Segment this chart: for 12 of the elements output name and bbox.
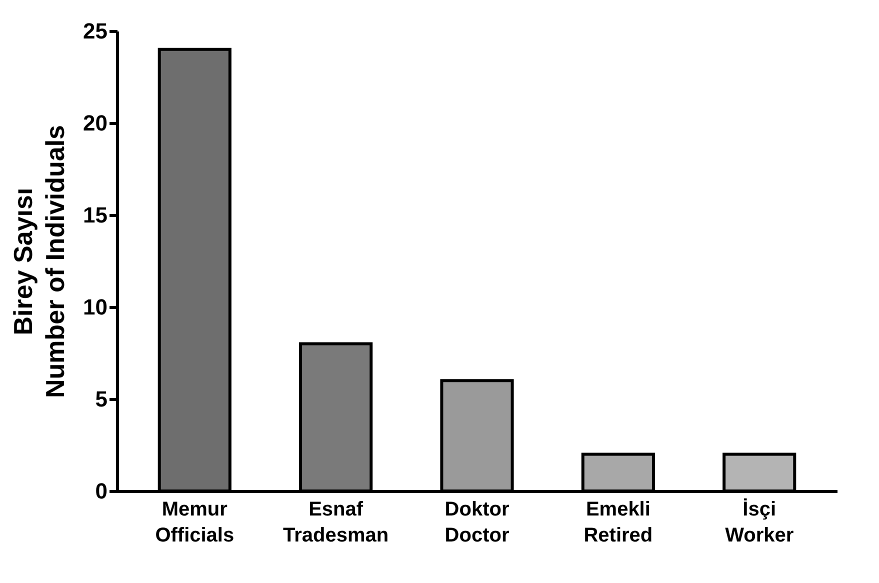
y-axis-title: Birey Sayısı Number of Individuals — [8, 124, 70, 398]
y-tick-label: 15 — [83, 202, 108, 228]
x-tick-label: İsçi Worker — [725, 498, 794, 546]
x-tick-label: Emekli Retired — [584, 498, 653, 546]
x-tick-label: Memur Officials — [155, 498, 234, 546]
x-tick-label: Doktor Doctor — [444, 498, 510, 546]
y-tick-label: 20 — [83, 110, 108, 136]
y-tick-label: 0 — [95, 478, 108, 504]
y-tick-label: 10 — [83, 294, 108, 320]
y-tick-label: 5 — [95, 386, 108, 412]
x-tick-label: Esnaf Tradesman — [283, 498, 389, 546]
y-tick-label: 25 — [83, 18, 108, 44]
